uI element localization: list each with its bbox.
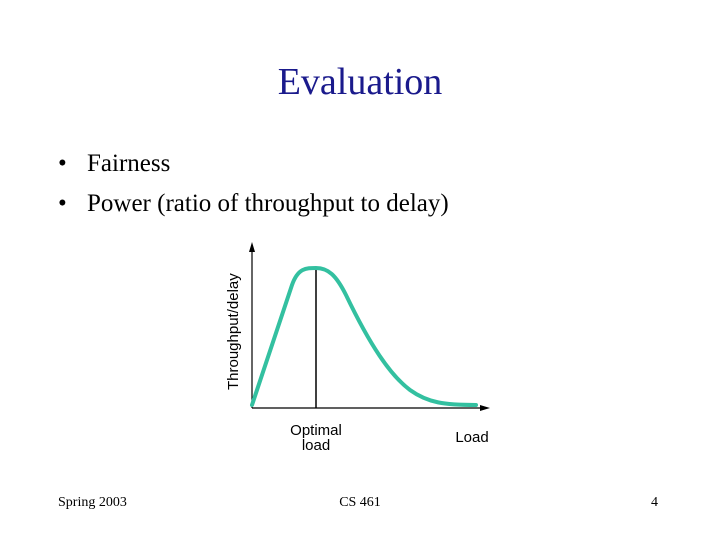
- bullet-list: • Fairness • Power (ratio of throughput …: [58, 144, 449, 224]
- power-curve: [250, 266, 478, 407]
- slide-title: Evaluation: [277, 61, 443, 103]
- bullet-text: Fairness: [87, 150, 171, 177]
- bullet-dot-icon: •: [58, 190, 67, 217]
- footer-date: Spring 2003: [58, 495, 127, 510]
- optimal-load-label-line1: Optimal: [290, 422, 342, 439]
- bullet-item-fairness: • Fairness: [58, 144, 449, 184]
- bullet-text: Power (ratio of throughput to delay): [87, 190, 449, 217]
- y-axis-label: Throughput/delay: [225, 273, 242, 390]
- x-axis-arrow-icon: [480, 405, 490, 411]
- bullet-dot-icon: •: [58, 150, 67, 177]
- footer-course: CS 461: [339, 495, 381, 510]
- y-axis-arrow-icon: [249, 242, 255, 252]
- x-axis-label: Load: [455, 429, 488, 446]
- footer-page-number: 4: [651, 495, 658, 510]
- bullet-item-power: • Power (ratio of throughput to delay): [58, 184, 449, 224]
- optimal-load-label-line2: load: [302, 437, 330, 454]
